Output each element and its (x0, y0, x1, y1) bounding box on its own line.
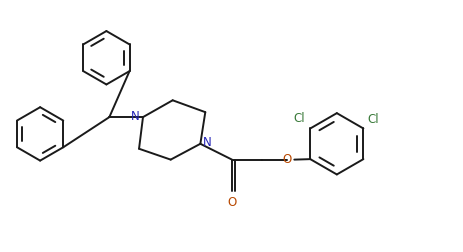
Text: N: N (203, 136, 212, 149)
Text: O: O (282, 153, 291, 166)
Text: N: N (131, 110, 140, 123)
Text: Cl: Cl (367, 112, 378, 125)
Text: Cl: Cl (293, 112, 305, 124)
Text: O: O (227, 196, 236, 209)
